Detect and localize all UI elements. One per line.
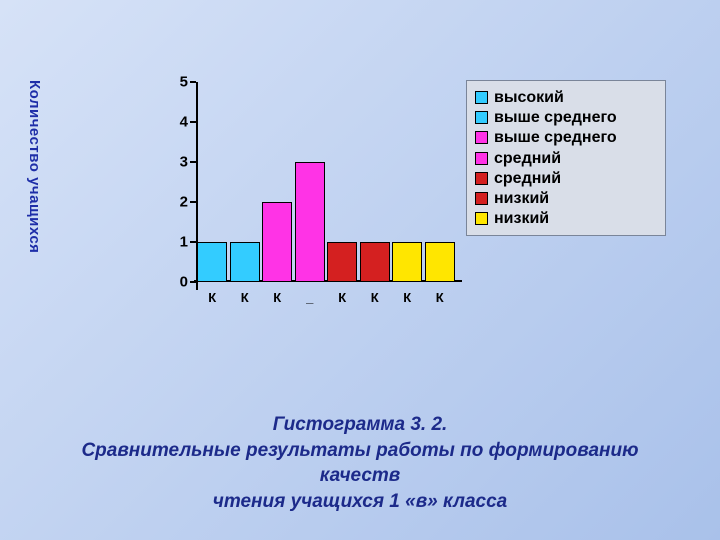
legend-item: низкий [475, 189, 657, 208]
legend-label: средний [494, 149, 561, 168]
x-tick-label: К [371, 290, 379, 305]
legend-item: выше среднего [475, 128, 657, 147]
y-tick-label: 3 [172, 155, 188, 170]
legend-item: низкий [475, 209, 657, 228]
legend-label: выше среднего [494, 108, 617, 127]
caption-line2: Сравнительные результаты работы по форми… [81, 440, 638, 487]
legend-item: средний [475, 169, 657, 188]
legend-swatch [475, 192, 488, 205]
bar [230, 242, 260, 282]
y-tick-label: 4 [172, 115, 188, 130]
x-tick-label: _ [306, 290, 313, 305]
legend-item: высокий [475, 88, 657, 107]
legend-label: высокий [494, 88, 564, 107]
y-tick-label: 1 [172, 235, 188, 250]
caption-line3: чтения учащихся 1 «в» класса [213, 491, 507, 512]
legend: высокийвыше среднеговыше среднегосредний… [466, 80, 666, 236]
y-tick [190, 161, 196, 163]
x-tick-label: К [403, 290, 411, 305]
x-tick-label: К [338, 290, 346, 305]
y-tick-label: 0 [172, 275, 188, 290]
bar [392, 242, 422, 282]
legend-item: выше среднего [475, 108, 657, 127]
y-tick [190, 81, 196, 83]
legend-swatch [475, 212, 488, 225]
y-tick [190, 201, 196, 203]
caption: Гистограмма 3. 2. Сравнительные результа… [0, 412, 720, 515]
x-tick-label: К [436, 290, 444, 305]
x-tick-label: К [273, 290, 281, 305]
x-tick-label: К [241, 290, 249, 305]
bar [262, 202, 292, 282]
bar [360, 242, 390, 282]
y-tick-label: 2 [172, 195, 188, 210]
legend-swatch [475, 152, 488, 165]
legend-swatch [475, 91, 488, 104]
legend-item: средний [475, 149, 657, 168]
bars-container [196, 82, 456, 282]
bar [425, 242, 455, 282]
legend-label: средний [494, 169, 561, 188]
caption-line1: Гистограмма 3. 2. [273, 414, 448, 435]
y-tick-label: 5 [172, 75, 188, 90]
plot-area: 012345 [196, 82, 456, 282]
bar [197, 242, 227, 282]
y-tick [190, 281, 196, 283]
slide: Количество учащихся 012345 ККК_КККК высо… [0, 0, 720, 540]
bar [327, 242, 357, 282]
legend-swatch [475, 111, 488, 124]
y-tick [190, 241, 196, 243]
legend-label: выше среднего [494, 128, 617, 147]
y-axis-label: Количество учащихся [26, 80, 43, 253]
y-tick [190, 121, 196, 123]
bar-chart: 012345 К К К _ К К К К [160, 82, 460, 312]
x-tick-label: К [208, 290, 216, 305]
legend-label: низкий [494, 189, 549, 208]
legend-label: низкий [494, 209, 549, 228]
bar [295, 162, 325, 282]
legend-swatch [475, 172, 488, 185]
legend-swatch [475, 131, 488, 144]
